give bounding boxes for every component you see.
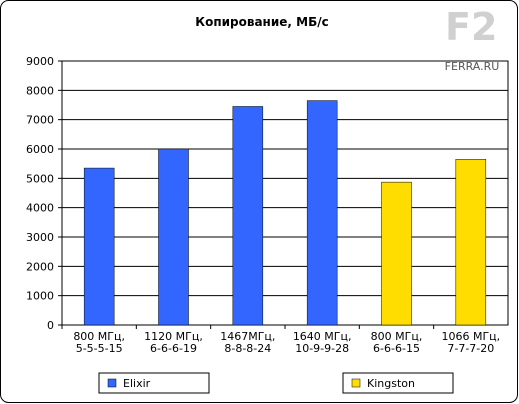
x-tick-label: 800 МГц, 6-6-6-15 — [371, 330, 423, 355]
bar — [83, 167, 115, 326]
legend-box — [98, 372, 210, 394]
logo-mark: F2 — [445, 5, 497, 49]
x-tick-label: 1066 МГц, 7-7-7-20 — [441, 330, 500, 355]
x-tick-label: 800 МГц, 5-5-5-15 — [73, 330, 125, 355]
x-tick-label: 1467МГц, 8-8-8-24 — [220, 330, 275, 355]
chart-title: Копирование, МБ/с — [195, 15, 328, 29]
y-tick-label: 5000 — [26, 172, 54, 185]
logo: F2 FERRA.RU — [445, 5, 500, 73]
legend-label: Kingston — [367, 377, 415, 390]
bar — [232, 106, 264, 326]
y-tick-label: 2000 — [26, 260, 54, 273]
bar — [455, 159, 487, 326]
y-tick-label: 6000 — [26, 143, 54, 156]
legend-label: Elixir — [123, 377, 151, 390]
y-tick-label: 0 — [47, 319, 54, 332]
y-tick-label: 7000 — [26, 114, 54, 127]
x-tick-label: 1640 МГц, 10-9-9-28 — [293, 330, 352, 355]
y-tick-label: 9000 — [26, 55, 54, 68]
y-tick-label: 3000 — [26, 231, 54, 244]
x-tick-label: 1120 МГц, 6-6-6-19 — [144, 330, 203, 355]
bar — [158, 148, 189, 326]
logo-text: FERRA.RU — [445, 60, 500, 73]
y-tick-label: 8000 — [26, 84, 54, 97]
bar — [306, 100, 338, 326]
legend-swatch — [351, 378, 361, 388]
legend-swatch — [107, 378, 117, 388]
y-tick-label: 4000 — [26, 202, 54, 215]
y-tick-label: 1000 — [26, 290, 54, 303]
bar — [381, 181, 412, 326]
legend-box — [342, 372, 454, 394]
